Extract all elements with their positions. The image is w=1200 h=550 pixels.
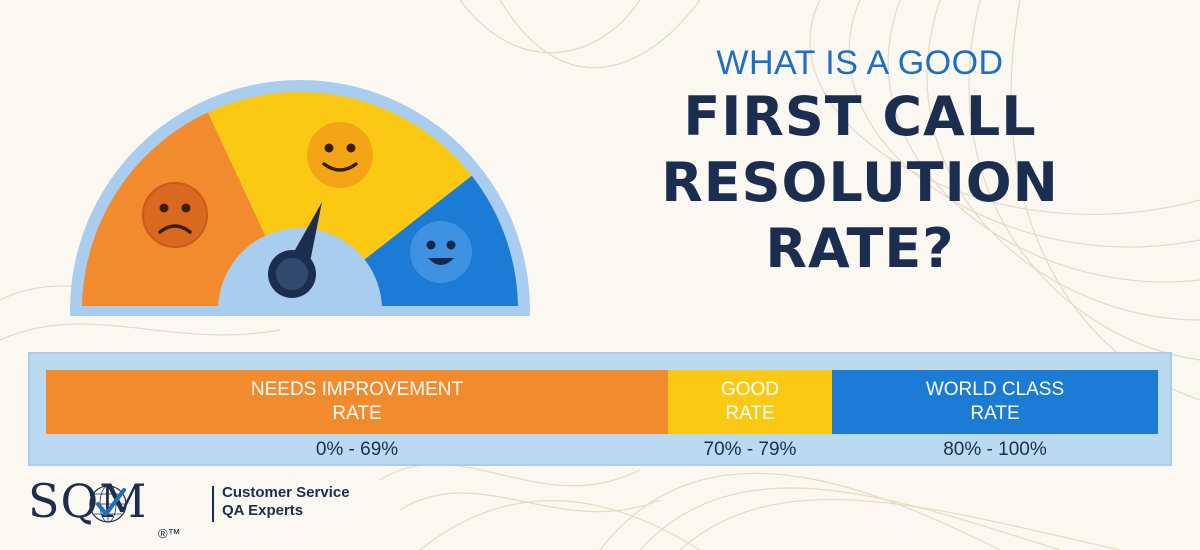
globe-check-icon — [89, 485, 127, 523]
logo-tagline: Customer Service QA Experts — [222, 484, 350, 520]
range-good: 70% - 79% — [703, 439, 797, 460]
segment-good: GOOD RATE — [668, 370, 832, 434]
segment-needs-improvement: NEEDS IMPROVEMENT RATE — [46, 370, 668, 434]
headline-subtitle: WHAT IS A GOOD — [716, 44, 1004, 82]
happy-face-icon — [410, 221, 472, 283]
range-world-class: 80% - 100% — [943, 439, 1047, 460]
headline-line-2: RESOLUTION — [661, 151, 1059, 214]
speedometer-gauge — [70, 80, 530, 316]
smile-face-icon — [307, 122, 373, 188]
logo-trademark: ®™ — [158, 526, 181, 541]
segment-label-line2: RATE — [332, 403, 382, 424]
segment-label-line2: RATE — [725, 403, 775, 424]
segment-label-line2: RATE — [970, 403, 1020, 424]
rate-scale-bar: NEEDS IMPROVEMENT RATE GOOD RATE WORLD C… — [46, 370, 1158, 434]
rate-scale: NEEDS IMPROVEMENT RATE GOOD RATE WORLD C… — [28, 352, 1172, 466]
segment-label-line1: WORLD CLASS — [925, 379, 1065, 400]
sad-face-icon — [142, 182, 208, 248]
logo-tagline-line1: Customer Service — [222, 484, 350, 501]
sqm-logo: SQM ®™ Customer Service QA Experts — [28, 474, 368, 550]
segment-label-line1: GOOD — [720, 379, 780, 400]
gauge-needle-icon — [268, 202, 322, 298]
segment-label-line1: NEEDS IMPROVEMENT — [250, 379, 464, 400]
rate-ranges: 0% - 69% 70% - 79% 80% - 100% — [46, 436, 1158, 464]
headline-line-3: RATE? — [765, 217, 955, 280]
logo-tagline-line2: QA Experts — [222, 502, 304, 519]
segment-world-class: WORLD CLASS RATE — [832, 370, 1158, 434]
headline: WHAT IS A GOOD FIRST CALL RESOLUTION RAT… — [560, 42, 1160, 282]
headline-line-1: FIRST CALL — [683, 85, 1037, 148]
logo-divider — [212, 486, 214, 522]
range-needs-improvement: 0% - 69% — [315, 439, 399, 460]
logo-letters: SQM — [28, 474, 148, 528]
